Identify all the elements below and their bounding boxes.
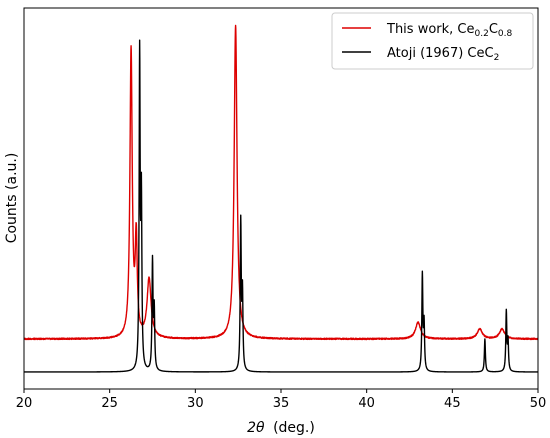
x-tick-label-25: 25 xyxy=(101,396,118,411)
x-tick-label-35: 35 xyxy=(273,396,290,411)
legend-box xyxy=(331,12,534,70)
x-axis-label-symbol: 2θ xyxy=(247,420,265,436)
series-layer xyxy=(24,24,538,373)
x-axis-label-unit: (deg.) xyxy=(273,420,315,436)
x-axis-ticks: 20 25 30 35 40 45 50 xyxy=(16,389,547,411)
y-axis-label: Counts (a.u.) xyxy=(4,153,20,244)
x-tick-label-20: 20 xyxy=(16,396,33,411)
x-tick-label-50: 50 xyxy=(530,396,547,411)
x-tick-label-40: 40 xyxy=(358,396,375,411)
legend-entry-atoji: Atoji (1967) CeC2 xyxy=(387,46,499,63)
series-line-this-work xyxy=(24,24,538,341)
series-line-atoji-1967 xyxy=(24,39,538,373)
x-tick-label-45: 45 xyxy=(444,396,461,411)
legend: This work, Ce0.2C0.8 Atoji (1967) CeC2 xyxy=(331,12,534,70)
legend-entry-this-work: This work, Ce0.2C0.8 xyxy=(386,22,512,39)
x-axis-label: 2θ (deg.) xyxy=(247,420,315,436)
x-tick-label-30: 30 xyxy=(187,396,204,411)
